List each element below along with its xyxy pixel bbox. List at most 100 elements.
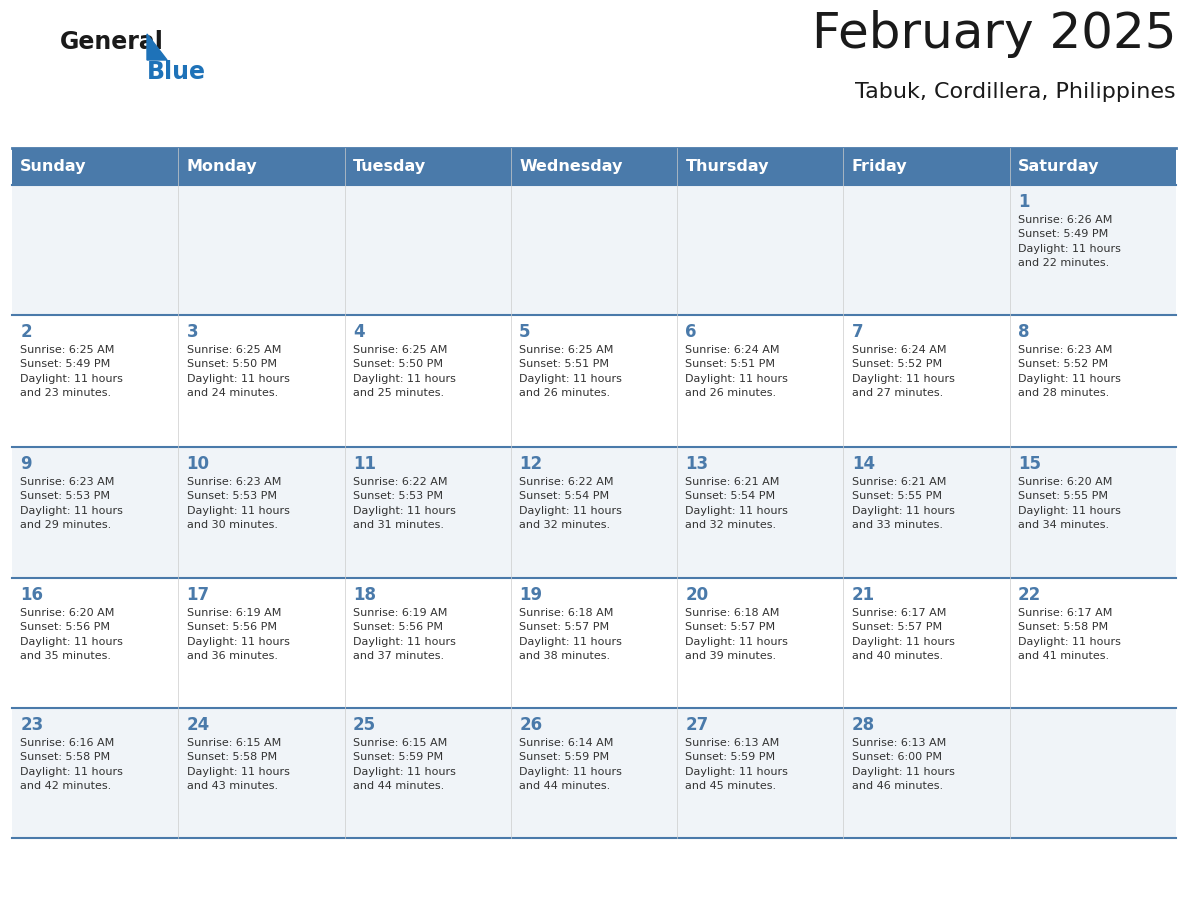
Text: 2: 2 <box>20 323 32 341</box>
Bar <box>178 447 345 578</box>
Text: 27: 27 <box>685 716 709 734</box>
Bar <box>511 578 677 708</box>
Bar <box>12 708 178 838</box>
Text: 15: 15 <box>1018 455 1041 473</box>
Text: Sunrise: 6:15 AM
Sunset: 5:59 PM
Daylight: 11 hours
and 44 minutes.: Sunrise: 6:15 AM Sunset: 5:59 PM Dayligh… <box>353 738 456 791</box>
Text: Sunrise: 6:23 AM
Sunset: 5:53 PM
Daylight: 11 hours
and 30 minutes.: Sunrise: 6:23 AM Sunset: 5:53 PM Dayligh… <box>187 477 290 531</box>
Text: Sunrise: 6:17 AM
Sunset: 5:57 PM
Daylight: 11 hours
and 40 minutes.: Sunrise: 6:17 AM Sunset: 5:57 PM Dayligh… <box>852 608 955 661</box>
Bar <box>345 578 511 708</box>
Text: Sunrise: 6:18 AM
Sunset: 5:57 PM
Daylight: 11 hours
and 38 minutes.: Sunrise: 6:18 AM Sunset: 5:57 PM Dayligh… <box>519 608 623 661</box>
Bar <box>345 315 511 447</box>
Text: Sunrise: 6:15 AM
Sunset: 5:58 PM
Daylight: 11 hours
and 43 minutes.: Sunrise: 6:15 AM Sunset: 5:58 PM Dayligh… <box>187 738 290 791</box>
Text: 28: 28 <box>852 716 874 734</box>
Text: 8: 8 <box>1018 323 1030 341</box>
Bar <box>1010 708 1176 838</box>
Text: 16: 16 <box>20 586 43 604</box>
Text: February 2025: February 2025 <box>811 10 1176 58</box>
Text: 17: 17 <box>187 586 210 604</box>
Bar <box>178 578 345 708</box>
Text: Tuesday: Tuesday <box>353 159 426 174</box>
Bar <box>12 148 178 185</box>
Bar <box>843 315 1010 447</box>
Text: Sunday: Sunday <box>20 159 87 174</box>
Text: Sunrise: 6:20 AM
Sunset: 5:55 PM
Daylight: 11 hours
and 34 minutes.: Sunrise: 6:20 AM Sunset: 5:55 PM Dayligh… <box>1018 477 1121 531</box>
Text: Blue: Blue <box>147 60 206 84</box>
Text: Sunrise: 6:20 AM
Sunset: 5:56 PM
Daylight: 11 hours
and 35 minutes.: Sunrise: 6:20 AM Sunset: 5:56 PM Dayligh… <box>20 608 124 661</box>
Text: Sunrise: 6:16 AM
Sunset: 5:58 PM
Daylight: 11 hours
and 42 minutes.: Sunrise: 6:16 AM Sunset: 5:58 PM Dayligh… <box>20 738 124 791</box>
Bar <box>511 185 677 315</box>
Bar <box>843 185 1010 315</box>
Bar <box>677 148 843 185</box>
Text: Wednesday: Wednesday <box>519 159 623 174</box>
Text: 22: 22 <box>1018 586 1041 604</box>
Bar <box>12 447 178 578</box>
Text: Sunrise: 6:21 AM
Sunset: 5:55 PM
Daylight: 11 hours
and 33 minutes.: Sunrise: 6:21 AM Sunset: 5:55 PM Dayligh… <box>852 477 955 531</box>
Bar <box>511 708 677 838</box>
Bar <box>677 708 843 838</box>
Text: 11: 11 <box>353 455 375 473</box>
Text: Saturday: Saturday <box>1018 159 1100 174</box>
Text: Sunrise: 6:25 AM
Sunset: 5:51 PM
Daylight: 11 hours
and 26 minutes.: Sunrise: 6:25 AM Sunset: 5:51 PM Dayligh… <box>519 345 623 398</box>
Bar <box>843 578 1010 708</box>
Text: Sunrise: 6:19 AM
Sunset: 5:56 PM
Daylight: 11 hours
and 37 minutes.: Sunrise: 6:19 AM Sunset: 5:56 PM Dayligh… <box>353 608 456 661</box>
Bar <box>511 447 677 578</box>
Bar <box>178 315 345 447</box>
Text: Sunrise: 6:22 AM
Sunset: 5:54 PM
Daylight: 11 hours
and 32 minutes.: Sunrise: 6:22 AM Sunset: 5:54 PM Dayligh… <box>519 477 623 531</box>
Bar <box>677 447 843 578</box>
Polygon shape <box>147 34 168 60</box>
Text: Sunrise: 6:23 AM
Sunset: 5:52 PM
Daylight: 11 hours
and 28 minutes.: Sunrise: 6:23 AM Sunset: 5:52 PM Dayligh… <box>1018 345 1121 398</box>
Bar <box>677 578 843 708</box>
Bar <box>178 185 345 315</box>
Text: Sunrise: 6:13 AM
Sunset: 5:59 PM
Daylight: 11 hours
and 45 minutes.: Sunrise: 6:13 AM Sunset: 5:59 PM Dayligh… <box>685 738 789 791</box>
Text: 5: 5 <box>519 323 531 341</box>
Text: Sunrise: 6:22 AM
Sunset: 5:53 PM
Daylight: 11 hours
and 31 minutes.: Sunrise: 6:22 AM Sunset: 5:53 PM Dayligh… <box>353 477 456 531</box>
Text: Sunrise: 6:17 AM
Sunset: 5:58 PM
Daylight: 11 hours
and 41 minutes.: Sunrise: 6:17 AM Sunset: 5:58 PM Dayligh… <box>1018 608 1121 661</box>
Bar <box>843 447 1010 578</box>
Bar <box>677 315 843 447</box>
Text: Sunrise: 6:24 AM
Sunset: 5:52 PM
Daylight: 11 hours
and 27 minutes.: Sunrise: 6:24 AM Sunset: 5:52 PM Dayligh… <box>852 345 955 398</box>
Bar <box>843 148 1010 185</box>
Text: 1: 1 <box>1018 193 1030 211</box>
Text: 23: 23 <box>20 716 44 734</box>
Bar <box>1010 148 1176 185</box>
Text: Sunrise: 6:26 AM
Sunset: 5:49 PM
Daylight: 11 hours
and 22 minutes.: Sunrise: 6:26 AM Sunset: 5:49 PM Dayligh… <box>1018 215 1121 268</box>
Text: 25: 25 <box>353 716 377 734</box>
Bar <box>1010 578 1176 708</box>
Bar <box>345 148 511 185</box>
Text: 12: 12 <box>519 455 542 473</box>
Text: 3: 3 <box>187 323 198 341</box>
Text: 24: 24 <box>187 716 210 734</box>
Bar <box>345 185 511 315</box>
Text: 19: 19 <box>519 586 542 604</box>
Bar <box>345 708 511 838</box>
Text: 21: 21 <box>852 586 874 604</box>
Text: Sunrise: 6:13 AM
Sunset: 6:00 PM
Daylight: 11 hours
and 46 minutes.: Sunrise: 6:13 AM Sunset: 6:00 PM Dayligh… <box>852 738 955 791</box>
Text: Sunrise: 6:18 AM
Sunset: 5:57 PM
Daylight: 11 hours
and 39 minutes.: Sunrise: 6:18 AM Sunset: 5:57 PM Dayligh… <box>685 608 789 661</box>
Text: Tabuk, Cordillera, Philippines: Tabuk, Cordillera, Philippines <box>855 82 1176 102</box>
Text: Friday: Friday <box>852 159 908 174</box>
Bar <box>345 447 511 578</box>
Text: 4: 4 <box>353 323 365 341</box>
Text: 20: 20 <box>685 586 708 604</box>
Bar <box>511 148 677 185</box>
Bar <box>12 315 178 447</box>
Bar <box>511 315 677 447</box>
Bar <box>178 148 345 185</box>
Text: General: General <box>61 30 164 54</box>
Text: Sunrise: 6:25 AM
Sunset: 5:50 PM
Daylight: 11 hours
and 25 minutes.: Sunrise: 6:25 AM Sunset: 5:50 PM Dayligh… <box>353 345 456 398</box>
Text: Sunrise: 6:24 AM
Sunset: 5:51 PM
Daylight: 11 hours
and 26 minutes.: Sunrise: 6:24 AM Sunset: 5:51 PM Dayligh… <box>685 345 789 398</box>
Text: Sunrise: 6:14 AM
Sunset: 5:59 PM
Daylight: 11 hours
and 44 minutes.: Sunrise: 6:14 AM Sunset: 5:59 PM Dayligh… <box>519 738 623 791</box>
Text: 7: 7 <box>852 323 864 341</box>
Text: Monday: Monday <box>187 159 258 174</box>
Text: Sunrise: 6:23 AM
Sunset: 5:53 PM
Daylight: 11 hours
and 29 minutes.: Sunrise: 6:23 AM Sunset: 5:53 PM Dayligh… <box>20 477 124 531</box>
Text: Sunrise: 6:21 AM
Sunset: 5:54 PM
Daylight: 11 hours
and 32 minutes.: Sunrise: 6:21 AM Sunset: 5:54 PM Dayligh… <box>685 477 789 531</box>
Text: 10: 10 <box>187 455 209 473</box>
Text: Sunrise: 6:25 AM
Sunset: 5:49 PM
Daylight: 11 hours
and 23 minutes.: Sunrise: 6:25 AM Sunset: 5:49 PM Dayligh… <box>20 345 124 398</box>
Text: 6: 6 <box>685 323 697 341</box>
Bar <box>1010 447 1176 578</box>
Text: 18: 18 <box>353 586 375 604</box>
Bar <box>178 708 345 838</box>
Bar <box>12 185 178 315</box>
Text: 13: 13 <box>685 455 708 473</box>
Text: Thursday: Thursday <box>685 159 769 174</box>
